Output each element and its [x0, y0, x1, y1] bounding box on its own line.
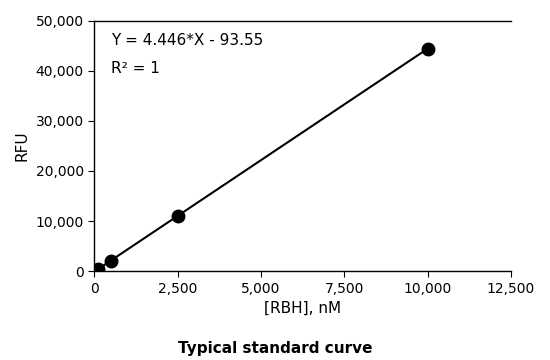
Text: Typical standard curve: Typical standard curve — [178, 341, 372, 356]
Y-axis label: RFU: RFU — [15, 131, 30, 161]
Text: R² = 1: R² = 1 — [111, 60, 160, 76]
Text: Y = 4.446*X - 93.55: Y = 4.446*X - 93.55 — [111, 33, 263, 48]
Point — [90, 269, 98, 275]
Point — [423, 46, 432, 51]
Point — [107, 258, 116, 264]
Point — [93, 267, 102, 273]
X-axis label: [RBH], nM: [RBH], nM — [264, 301, 341, 316]
Point — [173, 213, 182, 219]
